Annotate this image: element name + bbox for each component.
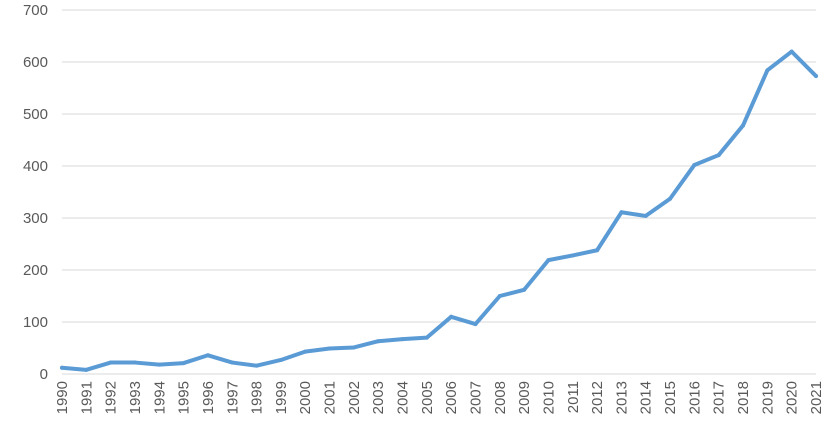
y-tick-label: 200 (23, 262, 48, 279)
x-tick-label: 2010 (540, 381, 557, 414)
x-tick-label: 2002 (346, 381, 363, 414)
data-point-2010 (546, 258, 551, 263)
data-point-2000 (303, 349, 308, 354)
y-tick-label: 500 (23, 106, 48, 123)
data-point-2009 (522, 287, 527, 292)
x-tick-label: 2004 (395, 381, 412, 414)
x-tick-label: 1995 (176, 381, 193, 414)
x-tick-label: 2005 (419, 381, 436, 414)
x-tick-label: 2017 (711, 381, 728, 414)
x-tick-label: 2016 (686, 381, 703, 414)
data-point-2005 (424, 335, 429, 340)
y-tick-label: 700 (23, 2, 48, 19)
data-point-2008 (497, 294, 502, 298)
x-tick-label: 2020 (784, 381, 801, 414)
data-point-2019 (765, 68, 770, 73)
x-tick-label: 2012 (589, 381, 606, 414)
y-tick-label: 400 (23, 158, 48, 175)
y-tick-label: 100 (23, 314, 48, 331)
x-tick-label: 2018 (735, 381, 752, 414)
x-tick-label: 1996 (200, 381, 217, 414)
x-tick-label: 1990 (54, 381, 71, 414)
x-tick-label: 2009 (516, 381, 533, 414)
gridlines (62, 9, 816, 375)
x-tick-label: 2021 (808, 381, 825, 414)
data-point-1999 (278, 357, 283, 362)
data-point-2016 (692, 162, 697, 167)
x-tick-label: 2001 (322, 381, 339, 414)
x-tick-label: 2019 (759, 381, 776, 414)
data-point-2011 (570, 253, 575, 258)
x-tick-label: 1993 (127, 381, 144, 414)
data-point-2017 (716, 153, 721, 158)
data-point-1990 (60, 365, 64, 370)
data-point-1995 (181, 361, 186, 366)
x-tick-label: 1999 (273, 381, 290, 414)
series-layer (60, 49, 818, 372)
data-point-2018 (741, 123, 746, 128)
data-point-2014 (643, 213, 648, 218)
data-point-2006 (449, 314, 454, 319)
data-point-1992 (108, 360, 113, 365)
x-tick-label: 2003 (370, 381, 387, 414)
x-tick-label: 1994 (151, 381, 168, 414)
y-tick-label: 0 (40, 366, 48, 383)
data-point-2020 (789, 49, 794, 54)
x-tick-label: 1991 (78, 381, 95, 414)
data-point-2012 (595, 248, 600, 253)
data-point-1997 (230, 360, 235, 365)
x-tick-label: 2015 (662, 381, 679, 414)
x-tick-label: 2000 (297, 381, 314, 414)
series-line (60, 49, 818, 372)
x-tick-label: 1992 (103, 381, 120, 414)
x-tick-label: 1998 (249, 381, 266, 414)
data-point-2001 (327, 346, 332, 351)
data-point-2021 (814, 74, 818, 79)
data-point-2015 (668, 196, 673, 201)
y-tick-label: 600 (23, 54, 48, 71)
data-point-1991 (84, 367, 89, 372)
x-tick-label: 1997 (224, 381, 241, 414)
data-point-1994 (157, 362, 162, 367)
y-tick-label: 300 (23, 210, 48, 227)
y-axis-ticks: 0 100 200 300 400 500 600 700 (23, 2, 48, 383)
data-point-1993 (132, 360, 137, 365)
data-point-2002 (351, 345, 356, 350)
x-tick-label: 2007 (467, 381, 484, 414)
data-point-2004 (400, 337, 405, 342)
x-axis-ticks: 1990 1991 1992 1993 1994 1995 1996 1997 1998 1999… (54, 381, 825, 414)
data-point-2013 (619, 210, 624, 215)
x-tick-label: 2006 (443, 381, 460, 414)
data-point-1998 (254, 363, 259, 368)
x-tick-label: 2008 (492, 381, 509, 414)
data-point-2003 (376, 339, 381, 344)
data-point-2007 (473, 322, 478, 327)
x-tick-label: 2014 (638, 381, 655, 414)
x-tick-label: 2013 (613, 381, 630, 414)
x-tick-label: 2011 (565, 381, 582, 413)
data-point-1996 (205, 353, 210, 358)
